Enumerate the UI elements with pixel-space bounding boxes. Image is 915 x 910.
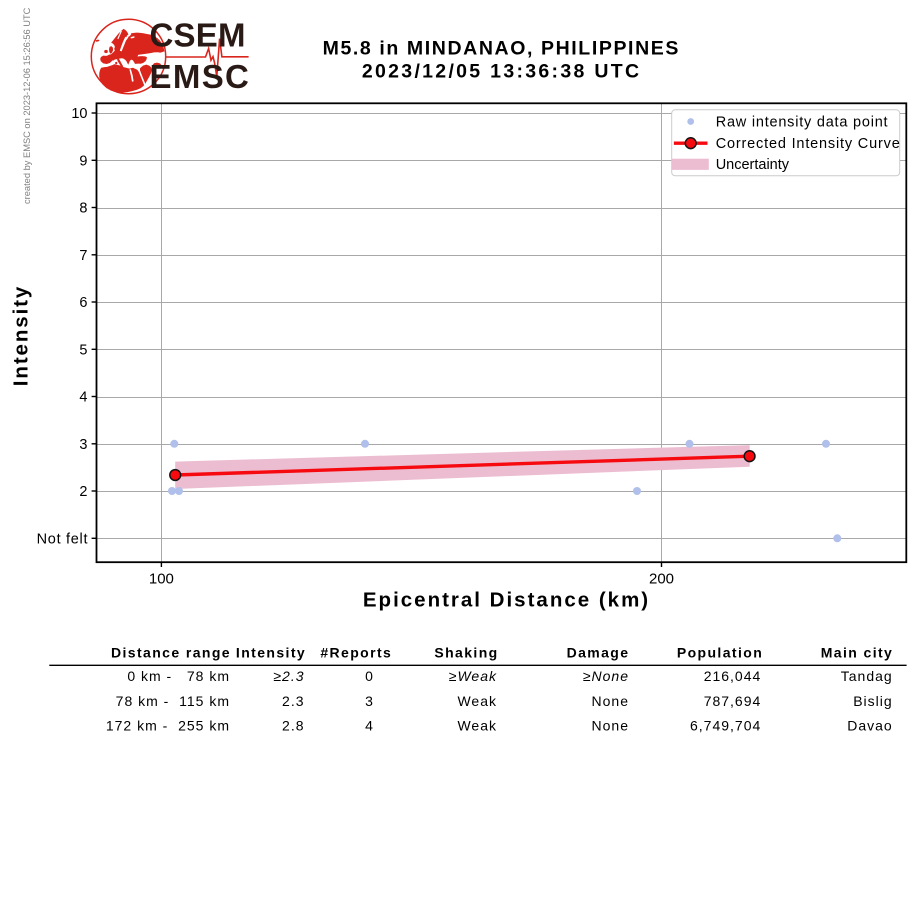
- svg-text:≥2.3: ≥2.3: [273, 668, 304, 684]
- svg-text:2.3: 2.3: [282, 693, 304, 709]
- svg-text:2: 2: [79, 484, 87, 500]
- svg-text:5: 5: [79, 343, 87, 359]
- svg-text:Epicentral Distance (km): Epicentral Distance (km): [363, 589, 650, 612]
- svg-text:8: 8: [79, 201, 87, 217]
- svg-text:Distance range: Distance range: [111, 645, 231, 661]
- svg-text:≥Weak: ≥Weak: [449, 668, 497, 684]
- svg-text:Population: Population: [677, 645, 763, 661]
- svg-text:Corrected Intensity Curve: Corrected Intensity Curve: [716, 136, 901, 152]
- svg-text:Intensity: Intensity: [236, 645, 306, 661]
- svg-text:Raw intensity data point: Raw intensity data point: [716, 114, 889, 130]
- svg-text:0 km - 78 km: 0 km - 78 km: [127, 668, 230, 684]
- svg-text:CSEM: CSEM: [150, 16, 246, 53]
- svg-text:216,044: 216,044: [704, 668, 762, 684]
- svg-text:10: 10: [71, 106, 87, 122]
- svg-text:7: 7: [79, 248, 87, 264]
- svg-text:2.8: 2.8: [282, 718, 304, 734]
- svg-text:100: 100: [149, 570, 174, 587]
- svg-text:Not felt: Not felt: [37, 532, 89, 548]
- svg-text:Weak: Weak: [457, 718, 497, 734]
- svg-text:#Reports: #Reports: [320, 645, 392, 661]
- svg-text:Shaking: Shaking: [434, 645, 498, 661]
- svg-text:None: None: [592, 693, 629, 709]
- svg-text:Weak: Weak: [457, 693, 497, 709]
- svg-text:Damage: Damage: [567, 645, 630, 661]
- svg-text:Main city: Main city: [821, 645, 894, 661]
- svg-text:Intensity: Intensity: [10, 285, 33, 386]
- svg-text:2023/12/05 13:36:38 UTC: 2023/12/05 13:36:38 UTC: [362, 61, 641, 83]
- svg-text:Bislig: Bislig: [853, 693, 892, 709]
- svg-text:0: 0: [365, 668, 374, 684]
- svg-text:787,694: 787,694: [704, 693, 762, 709]
- svg-text:78 km - 115 km: 78 km - 115 km: [116, 693, 230, 709]
- svg-text:6,749,704: 6,749,704: [690, 718, 761, 734]
- svg-text:4: 4: [79, 390, 87, 406]
- svg-text:3: 3: [79, 437, 87, 453]
- svg-text:Uncertainty: Uncertainty: [716, 157, 790, 173]
- svg-text:None: None: [592, 718, 629, 734]
- svg-text:Davao: Davao: [847, 718, 892, 734]
- svg-text:200: 200: [649, 570, 674, 587]
- svg-text:created by EMSC on 2023-12-06: created by EMSC on 2023-12-06 15:26:56 U…: [22, 7, 32, 204]
- svg-text:172 km - 255 km: 172 km - 255 km: [106, 718, 230, 734]
- svg-text:6: 6: [79, 295, 87, 311]
- svg-text:3: 3: [365, 693, 374, 709]
- svg-text:≥None: ≥None: [583, 668, 629, 684]
- svg-text:EMSC: EMSC: [150, 58, 251, 95]
- svg-text:M5.8 in MINDANAO, PHILIPPINES: M5.8 in MINDANAO, PHILIPPINES: [323, 38, 680, 60]
- svg-text:9: 9: [79, 154, 87, 170]
- svg-text:Tandag: Tandag: [841, 668, 893, 684]
- svg-text:4: 4: [365, 718, 374, 734]
